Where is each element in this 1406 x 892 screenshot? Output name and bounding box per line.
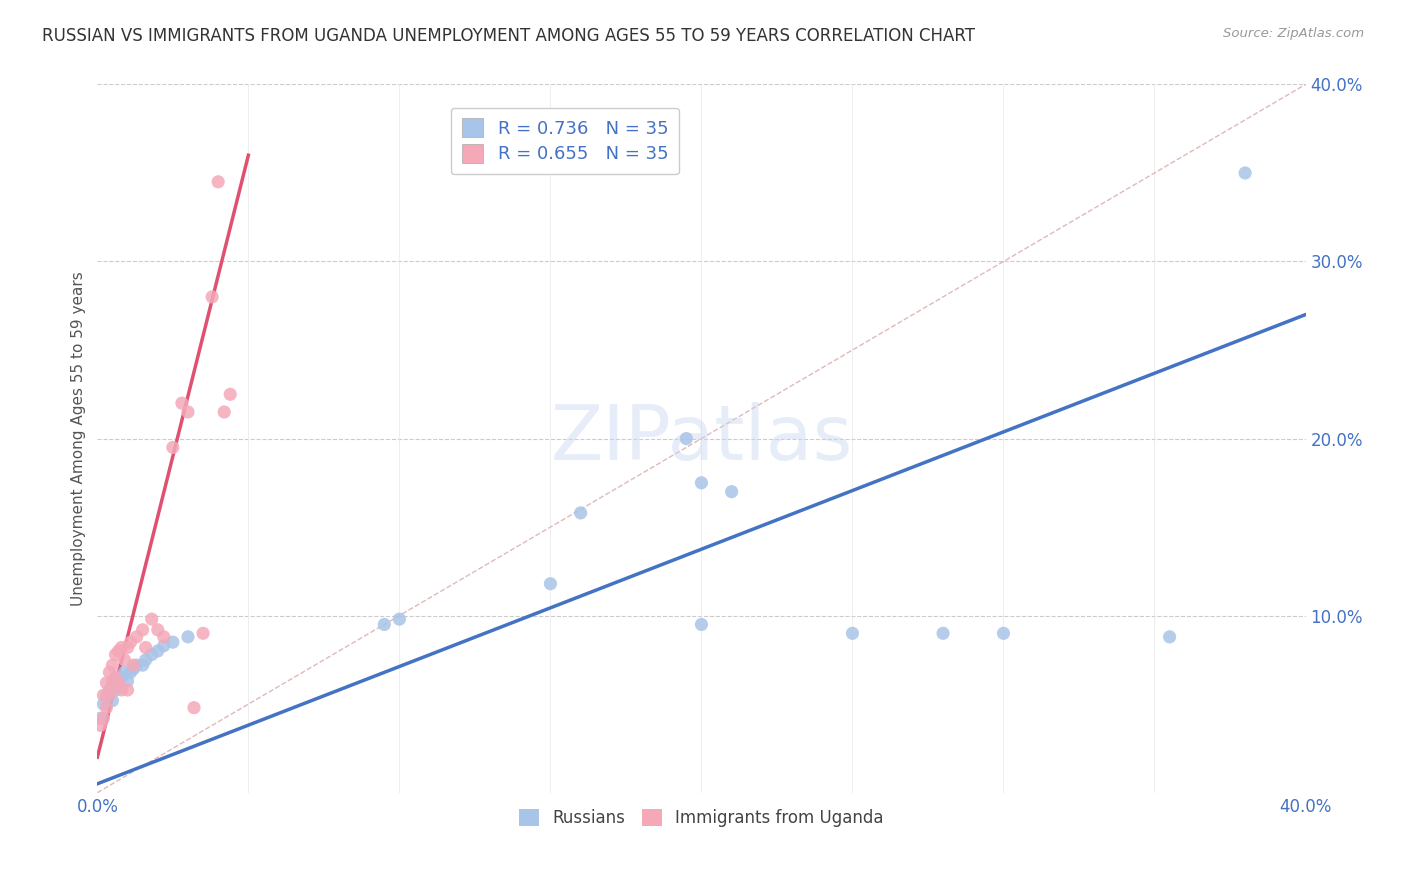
Point [89, 711, 111, 725]
Point [131, 623, 153, 637]
Point [1234, 166, 1257, 180]
Point [101, 680, 124, 694]
Point [207, 175, 229, 189]
Point [107, 676, 129, 690]
Point [120, 665, 142, 680]
Point [932, 626, 955, 640]
Point [170, 396, 193, 410]
Point [201, 290, 224, 304]
Point [131, 658, 153, 673]
Point [117, 683, 139, 698]
Point [117, 640, 139, 655]
Point [93, 688, 115, 702]
Point [96, 700, 118, 714]
Point [101, 676, 124, 690]
Point [104, 683, 127, 698]
Point [675, 432, 697, 446]
Point [1159, 630, 1181, 644]
Point [690, 475, 713, 490]
Point [107, 644, 129, 658]
Point [146, 644, 169, 658]
Point [101, 658, 124, 673]
Point [93, 697, 115, 711]
Point [110, 683, 132, 698]
Point [183, 700, 205, 714]
Point [110, 640, 132, 655]
Point [125, 630, 148, 644]
Point [141, 648, 163, 662]
Point [538, 576, 561, 591]
Point [104, 671, 127, 685]
Point [96, 676, 118, 690]
Point [212, 405, 235, 419]
Text: Source: ZipAtlas.com: Source: ZipAtlas.com [1223, 27, 1364, 40]
Point [117, 674, 139, 689]
Point [219, 387, 242, 401]
Point [122, 658, 145, 673]
Point [720, 484, 742, 499]
Point [110, 671, 132, 685]
Y-axis label: Unemployment Among Ages 55 to 59 years: Unemployment Among Ages 55 to 59 years [72, 271, 86, 606]
Point [98, 665, 121, 680]
Point [96, 688, 118, 702]
Point [135, 640, 157, 655]
Point [125, 658, 148, 673]
Point [114, 653, 136, 667]
Point [135, 653, 157, 667]
Point [101, 693, 124, 707]
Point [993, 626, 1015, 640]
Point [122, 662, 145, 676]
Text: ZIPatlas: ZIPatlas [550, 401, 852, 475]
Legend: Russians, Immigrants from Uganda: Russians, Immigrants from Uganda [512, 803, 890, 834]
Point [153, 639, 176, 653]
Point [177, 405, 200, 419]
Point [120, 635, 142, 649]
Point [841, 626, 863, 640]
Point [98, 688, 121, 702]
Point [146, 623, 169, 637]
Point [93, 711, 115, 725]
Point [141, 612, 163, 626]
Point [373, 617, 395, 632]
Point [191, 626, 214, 640]
Point [107, 676, 129, 690]
Text: RUSSIAN VS IMMIGRANTS FROM UGANDA UNEMPLOYMENT AMONG AGES 55 TO 59 YEARS CORRELA: RUSSIAN VS IMMIGRANTS FROM UGANDA UNEMPL… [42, 27, 976, 45]
Point [104, 671, 127, 685]
Point [114, 665, 136, 680]
Point [162, 635, 184, 649]
Point [162, 441, 184, 455]
Point [388, 612, 411, 626]
Point [89, 718, 111, 732]
Point [690, 617, 713, 632]
Point [98, 683, 121, 698]
Point [104, 648, 127, 662]
Point [177, 630, 200, 644]
Point [153, 630, 176, 644]
Point [569, 506, 592, 520]
